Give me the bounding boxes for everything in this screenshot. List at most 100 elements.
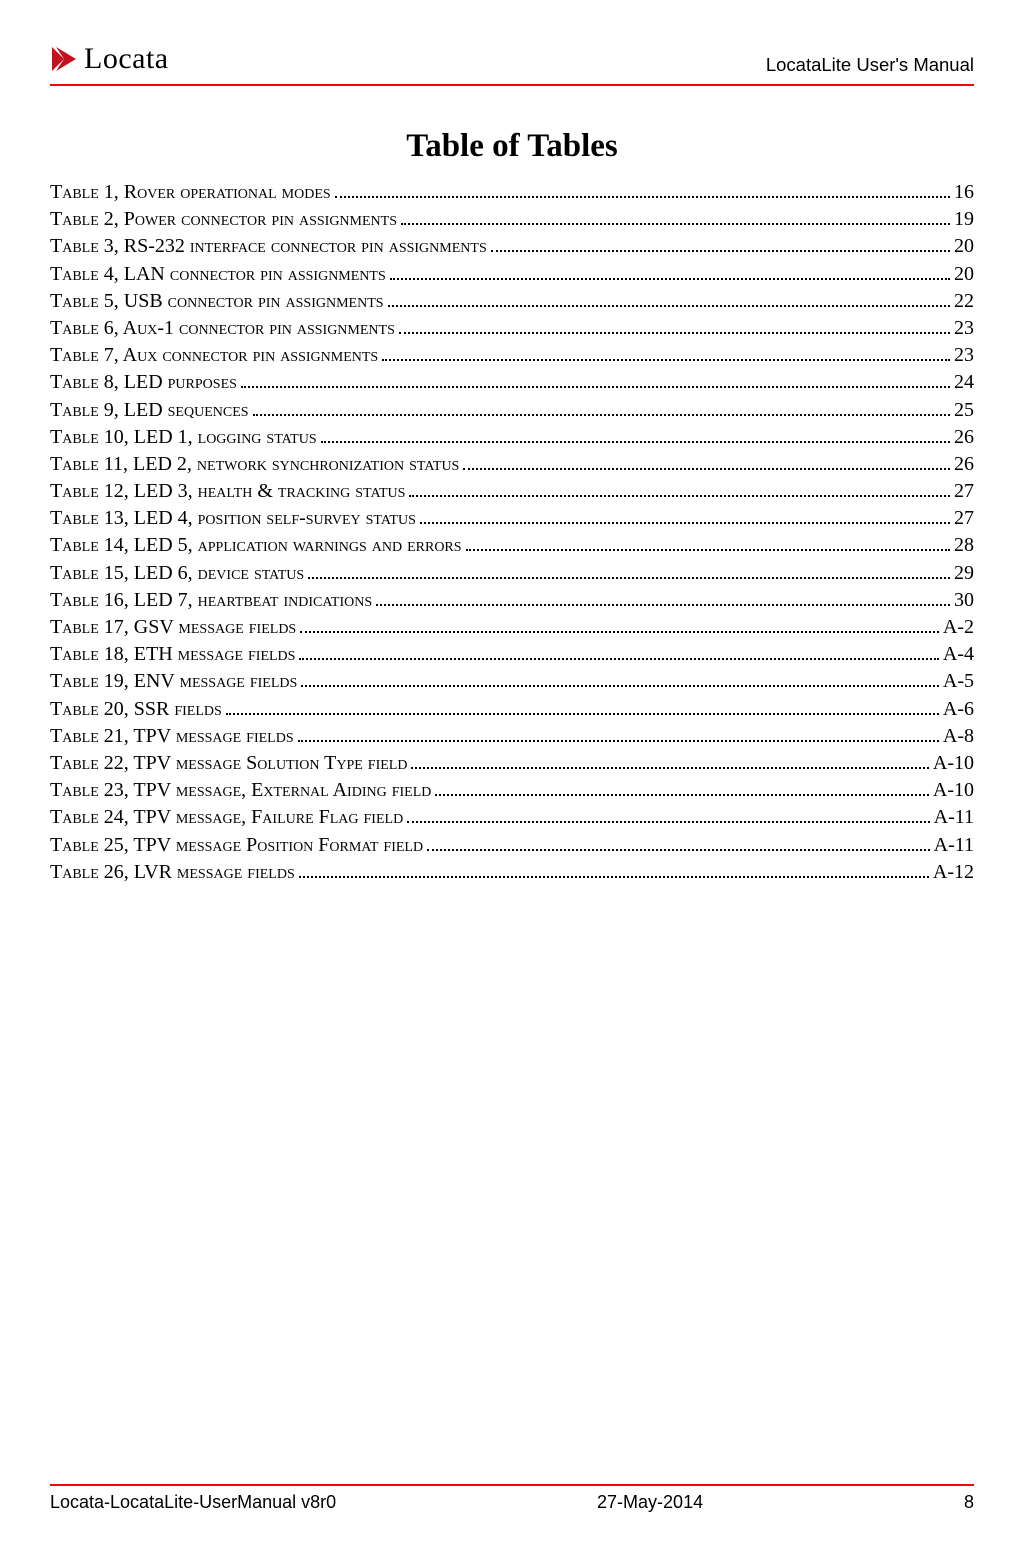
toc-leader-dots xyxy=(435,794,929,796)
toc-leader-dots xyxy=(491,250,950,252)
toc-label: Table 20, SSR fields xyxy=(50,696,222,723)
toc-leader-dots xyxy=(466,549,950,551)
toc-page-number: A-10 xyxy=(933,777,974,804)
toc-row: Table 10, LED 1, logging status 26 xyxy=(50,424,974,451)
toc-leader-dots xyxy=(376,604,950,606)
toc-row: Table 19, ENV message fields A-5 xyxy=(50,668,974,695)
toc-row: Table 25, TPV message Position Format fi… xyxy=(50,832,974,859)
toc-leader-dots xyxy=(390,278,950,280)
toc-page-number: 23 xyxy=(954,315,974,342)
toc-leader-dots xyxy=(401,223,950,225)
toc-page-number: 28 xyxy=(954,532,974,559)
footer-rule xyxy=(50,1484,974,1486)
toc-page-number: A-12 xyxy=(933,859,974,886)
toc-leader-dots xyxy=(226,713,939,715)
page: Locata LocataLite User's Manual Table of… xyxy=(0,0,1024,1553)
toc-page-number: A-11 xyxy=(934,832,974,859)
toc-label: Table 10, LED 1, logging status xyxy=(50,424,317,451)
toc-page-number: A-5 xyxy=(943,668,974,695)
toc-label: Table 17, GSV message fields xyxy=(50,614,296,641)
toc-label: Table 12, LED 3, health & tracking statu… xyxy=(50,478,405,505)
toc-label: Table 14, LED 5, application warnings an… xyxy=(50,532,462,559)
toc-leader-dots xyxy=(382,359,950,361)
toc-leader-dots xyxy=(298,740,939,742)
toc-row: Table 20, SSR fields A-6 xyxy=(50,696,974,723)
toc-label: Table 22, TPV message Solution Type fiel… xyxy=(50,750,407,777)
header-rule xyxy=(50,84,974,86)
toc-row: Table 21, TPV message fieldsA-8 xyxy=(50,723,974,750)
toc-row: Table 24, TPV message, Failure Flag fiel… xyxy=(50,804,974,831)
toc-page-number: A-10 xyxy=(933,750,974,777)
footer-center: 27-May-2014 xyxy=(597,1492,703,1513)
toc-leader-dots xyxy=(308,577,950,579)
logo-text: Locata xyxy=(84,42,169,76)
toc-row: Table 12, LED 3, health & tracking statu… xyxy=(50,478,974,505)
toc-page-number: 16 xyxy=(954,179,974,206)
toc-page-number: 25 xyxy=(954,397,974,424)
toc-leader-dots xyxy=(253,414,950,416)
toc-page-number: 23 xyxy=(954,342,974,369)
toc-page-number: 22 xyxy=(954,288,974,315)
toc-leader-dots xyxy=(407,821,929,823)
footer-left: Locata-LocataLite-UserManual v8r0 xyxy=(50,1492,336,1513)
toc-row: Table 11, LED 2, network synchronization… xyxy=(50,451,974,478)
toc-row: Table 1, Rover operational modes 16 xyxy=(50,179,974,206)
toc-label: Table 11, LED 2, network synchronization… xyxy=(50,451,459,478)
toc-leader-dots xyxy=(335,196,950,198)
toc-row: Table 26, LVR message fields A-12 xyxy=(50,859,974,886)
toc-label: Table 9, LED sequences xyxy=(50,397,249,424)
toc-page-number: 29 xyxy=(954,560,974,587)
toc-label: Table 24, TPV message, Failure Flag fiel… xyxy=(50,804,403,831)
toc-label: Table 16, LED 7, heartbeat indications xyxy=(50,587,372,614)
toc-leader-dots xyxy=(301,685,939,687)
toc-leader-dots xyxy=(399,332,950,334)
toc-row: Table 9, LED sequences 25 xyxy=(50,397,974,424)
toc-label: Table 3, RS-232 interface connector pin … xyxy=(50,233,487,260)
toc-row: Table 16, LED 7, heartbeat indications 30 xyxy=(50,587,974,614)
toc-leader-dots xyxy=(411,767,928,769)
toc-label: Table 21, TPV message fields xyxy=(50,723,294,750)
toc-row: Table 14, LED 5, application warnings an… xyxy=(50,532,974,559)
toc-label: Table 2, Power connector pin assignments xyxy=(50,206,397,233)
toc-page-number: 26 xyxy=(954,451,974,478)
footer-right: 8 xyxy=(964,1492,974,1513)
toc-leader-dots xyxy=(300,631,939,633)
page-footer: Locata-LocataLite-UserManual v8r0 27-May… xyxy=(50,1492,974,1513)
toc-row: Table 3, RS-232 interface connector pin … xyxy=(50,233,974,260)
toc-leader-dots xyxy=(420,522,950,524)
toc-page-number: A-2 xyxy=(943,614,974,641)
logo: Locata xyxy=(50,42,169,76)
toc-label: Table 15, LED 6, device status xyxy=(50,560,304,587)
toc-label: Table 4, LAN connector pin assignments xyxy=(50,261,386,288)
toc-leader-dots xyxy=(388,305,950,307)
page-header: Locata LocataLite User's Manual xyxy=(50,42,974,84)
toc-page-number: 30 xyxy=(954,587,974,614)
toc-page-number: 20 xyxy=(954,261,974,288)
toc-row: Table 18, ETH message fieldsA-4 xyxy=(50,641,974,668)
toc-label: Table 19, ENV message fields xyxy=(50,668,297,695)
toc-label: Table 26, LVR message fields xyxy=(50,859,295,886)
toc-row: Table 17, GSV message fields A-2 xyxy=(50,614,974,641)
toc-label: Table 1, Rover operational modes xyxy=(50,179,331,206)
toc-leader-dots xyxy=(299,876,929,878)
toc-row: Table 6, Aux-1 connector pin assignments… xyxy=(50,315,974,342)
toc-label: Table 6, Aux-1 connector pin assignments xyxy=(50,315,395,342)
toc-page-number: 27 xyxy=(954,505,974,532)
toc-page-number: 19 xyxy=(954,206,974,233)
toc-leader-dots xyxy=(321,441,950,443)
toc-row: Table 13, LED 4, position self-survey st… xyxy=(50,505,974,532)
toc-page-number: 26 xyxy=(954,424,974,451)
locata-logo-icon xyxy=(50,45,78,73)
toc-row: Table 5, USB connector pin assignments22 xyxy=(50,288,974,315)
toc-page-number: 24 xyxy=(954,369,974,396)
toc-label: Table 18, ETH message fields xyxy=(50,641,295,668)
toc-page-number: 20 xyxy=(954,233,974,260)
toc-row: Table 8, LED purposes24 xyxy=(50,369,974,396)
toc-row: Table 15, LED 6, device status 29 xyxy=(50,560,974,587)
toc-page-number: A-6 xyxy=(943,696,974,723)
toc-label: Table 13, LED 4, position self-survey st… xyxy=(50,505,416,532)
toc-leader-dots xyxy=(409,495,950,497)
header-doc-title: LocataLite User's Manual xyxy=(766,54,974,76)
toc-leader-dots xyxy=(299,658,938,660)
toc-page-number: 27 xyxy=(954,478,974,505)
